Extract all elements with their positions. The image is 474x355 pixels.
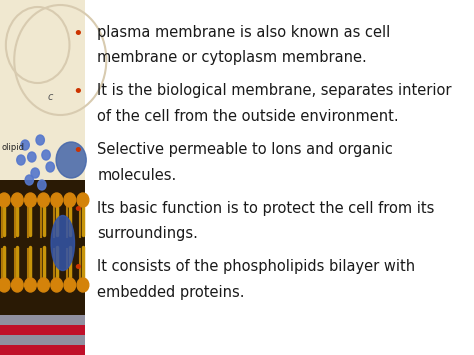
Text: of the cell from the outside environment.: of the cell from the outside environment… [97, 109, 399, 124]
Bar [0, 0, 85, 355]
Circle shape [51, 193, 63, 207]
Bar [0, 335, 85, 345]
Text: Selective permeable to Ions and organic: Selective permeable to Ions and organic [97, 142, 393, 157]
Circle shape [25, 175, 34, 185]
Circle shape [64, 278, 76, 292]
Circle shape [0, 278, 10, 292]
Circle shape [37, 180, 46, 190]
Circle shape [25, 278, 36, 292]
Circle shape [38, 193, 49, 207]
Bar [0, 345, 85, 355]
Text: olipid: olipid [2, 143, 25, 152]
Circle shape [51, 278, 63, 292]
Text: It is the biological membrane, separates interior: It is the biological membrane, separates… [97, 83, 452, 98]
Circle shape [11, 193, 23, 207]
Text: •: • [72, 25, 83, 43]
Circle shape [25, 193, 36, 207]
Circle shape [21, 140, 29, 150]
Circle shape [17, 155, 25, 165]
Circle shape [11, 278, 23, 292]
Circle shape [77, 278, 89, 292]
Text: membrane or cytoplasm membrane.: membrane or cytoplasm membrane. [97, 50, 367, 65]
Text: •: • [72, 142, 83, 160]
Text: Its basic function is to protect the cell from its: Its basic function is to protect the cel… [97, 201, 435, 215]
Text: plasma membrane is also known as cell: plasma membrane is also known as cell [97, 25, 391, 40]
Bar [0, 325, 85, 335]
Text: c: c [48, 92, 53, 102]
Bar [85, 0, 397, 355]
Bar [0, 180, 85, 315]
Circle shape [64, 193, 76, 207]
Circle shape [38, 278, 49, 292]
Circle shape [36, 135, 45, 145]
Text: •: • [72, 83, 83, 102]
Text: •: • [72, 201, 83, 219]
Circle shape [56, 142, 86, 178]
Bar [0, 315, 85, 325]
Circle shape [77, 193, 89, 207]
Circle shape [0, 193, 10, 207]
Ellipse shape [51, 215, 74, 271]
Circle shape [31, 168, 39, 178]
Text: surroundings.: surroundings. [97, 226, 198, 241]
Text: •: • [72, 259, 83, 277]
Circle shape [42, 150, 50, 160]
Text: embedded proteins.: embedded proteins. [97, 285, 245, 300]
Circle shape [27, 152, 36, 162]
Circle shape [46, 162, 55, 172]
Text: molecules.: molecules. [97, 168, 176, 182]
Text: It consists of the phospholipids bilayer with: It consists of the phospholipids bilayer… [97, 259, 415, 274]
